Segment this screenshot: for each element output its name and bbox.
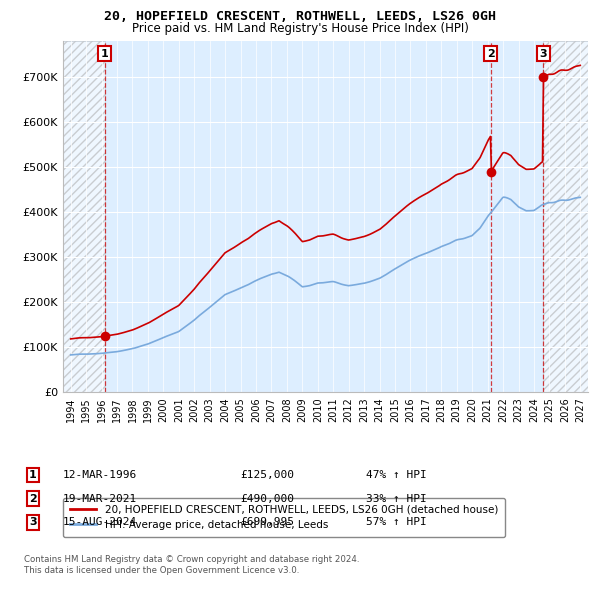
Text: 3: 3 [539,48,547,58]
Text: 20, HOPEFIELD CRESCENT, ROTHWELL, LEEDS, LS26 0GH: 20, HOPEFIELD CRESCENT, ROTHWELL, LEEDS,… [104,10,496,23]
Text: Price paid vs. HM Land Registry's House Price Index (HPI): Price paid vs. HM Land Registry's House … [131,22,469,35]
Text: This data is licensed under the Open Government Licence v3.0.: This data is licensed under the Open Gov… [24,566,299,575]
Text: 2: 2 [29,494,37,503]
Text: 57% ↑ HPI: 57% ↑ HPI [366,517,427,527]
Bar [63,41,104,392]
Text: 1: 1 [29,470,37,480]
Text: 3: 3 [29,517,37,527]
Text: 1: 1 [101,48,109,58]
Text: £699,995: £699,995 [240,517,294,527]
Bar [543,41,588,392]
Legend: 20, HOPEFIELD CRESCENT, ROTHWELL, LEEDS, LS26 0GH (detached house), HPI: Average: 20, HOPEFIELD CRESCENT, ROTHWELL, LEEDS,… [63,497,505,537]
Text: 12-MAR-1996: 12-MAR-1996 [63,470,137,480]
Text: £125,000: £125,000 [240,470,294,480]
Text: Contains HM Land Registry data © Crown copyright and database right 2024.: Contains HM Land Registry data © Crown c… [24,555,359,563]
Text: £490,000: £490,000 [240,494,294,503]
Text: 19-MAR-2021: 19-MAR-2021 [63,494,137,503]
Text: 33% ↑ HPI: 33% ↑ HPI [366,494,427,503]
Text: 2: 2 [487,48,494,58]
Text: 47% ↑ HPI: 47% ↑ HPI [366,470,427,480]
Text: 15-AUG-2024: 15-AUG-2024 [63,517,137,527]
